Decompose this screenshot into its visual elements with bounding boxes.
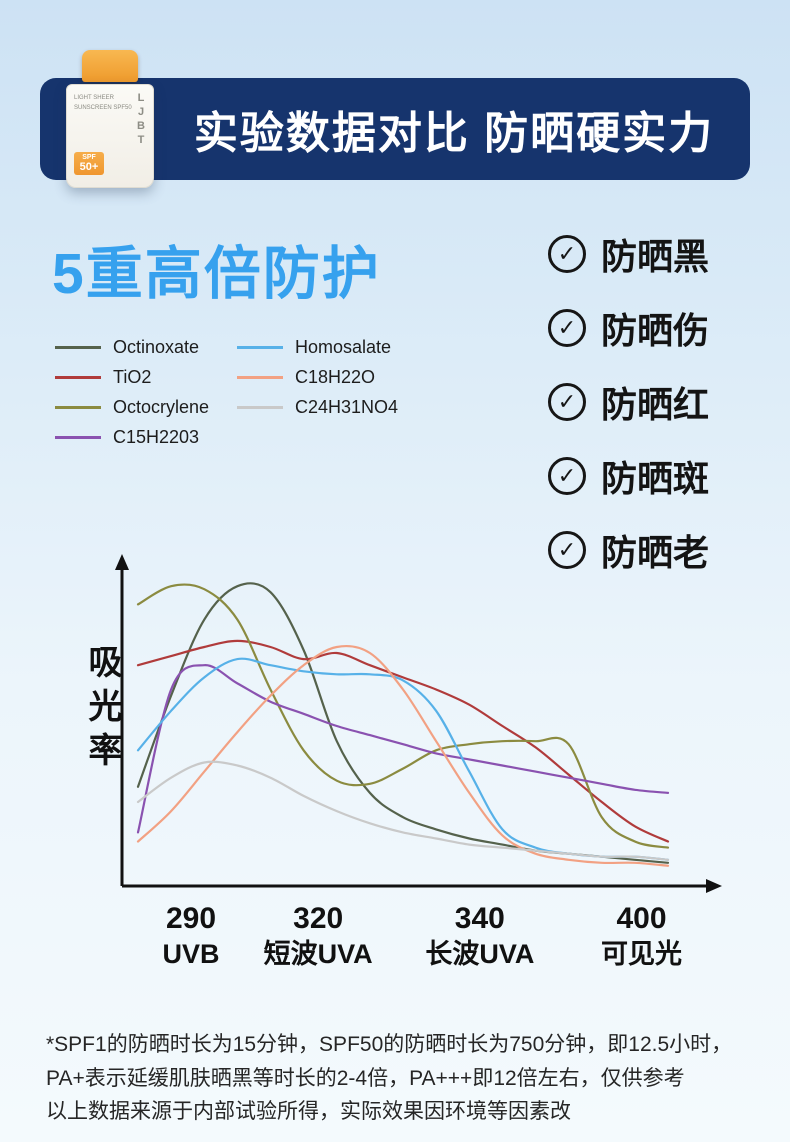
legend-line-swatch <box>237 375 283 379</box>
legend-label: Octocrylene <box>113 396 210 417</box>
benefit-label: 防晒黑 <box>601 236 710 277</box>
bottle-label-line2: SUNSCREEN SPF50 <box>74 104 132 111</box>
legend-label: TiO2 <box>113 366 152 387</box>
bottle-label-line1: LIGHT SHEER <box>74 95 114 101</box>
footnote-line: 以上数据来源于内部试验所得，实际效果因环境等因素改 <box>46 1100 571 1124</box>
headline-banner: 实验数据对比 防晒硬实力 <box>40 78 750 180</box>
bottle-body: LJBT LIGHT SHEER SUNSCREEN SPF50 SPF 50+ <box>66 84 154 188</box>
legend-item: C24H31NO4 <box>237 392 398 422</box>
x-tick-label: 短波UVA <box>263 938 373 969</box>
series-line-TiO2 <box>136 639 670 843</box>
absorbance-chart-svg <box>115 554 722 893</box>
x-tick-value: 290 <box>165 902 217 935</box>
bottle-cap <box>82 50 138 82</box>
legend-line-swatch <box>237 345 283 349</box>
spf-badge-value: 50+ <box>79 160 99 173</box>
footnote-line: *SPF1的防晒时长为15分钟，SPF50的防晒时长为750分钟，即12.5小时… <box>46 1033 733 1056</box>
legend-label: C24H31NO4 <box>295 396 399 417</box>
x-tick-320: 320 短波UVA <box>264 900 373 971</box>
series-line-C18H22O <box>136 644 670 867</box>
legend-item: Octinoxate <box>55 332 209 362</box>
legend-item: Homosalate <box>237 332 398 362</box>
section-title: 5重高倍防护 <box>52 242 381 306</box>
benefit-label: 防晒红 <box>601 384 710 425</box>
benefit-label: 防晒斑 <box>601 458 710 499</box>
check-circle-icon: ✓ <box>548 235 586 273</box>
y-axis-arrow <box>115 554 129 570</box>
benefit-item: ✓ 防晒红 <box>548 376 709 428</box>
bottle-label-text: LIGHT SHEER SUNSCREEN SPF50 <box>74 94 132 113</box>
x-tick-400: 400 可见光 <box>601 900 682 971</box>
series-line-C24H31NO4 <box>136 760 670 861</box>
series-line-C15H2203 <box>136 664 670 834</box>
legend-item: C15H2203 <box>55 422 209 452</box>
legend-line-swatch <box>55 405 101 409</box>
x-tick-label: 长波UVA <box>425 938 535 969</box>
footnote-line: PA+表示延缓肌肤晒黑等时长的2-4倍，PA+++即12倍左右，仅供参考 <box>46 1066 685 1090</box>
y-axis-label: 吸光率 <box>83 644 121 776</box>
legend-item: C18H22O <box>237 362 398 392</box>
spf-badge: SPF 50+ <box>74 151 104 175</box>
x-tick-value: 340 <box>454 902 505 935</box>
check-circle-icon: ✓ <box>548 531 586 569</box>
check-circle-icon: ✓ <box>548 457 586 495</box>
legend-label: C15H2203 <box>113 426 200 447</box>
benefit-checklist: ✓ 防晒黑 ✓ 防晒伤 ✓ 防晒红 ✓ 防晒斑 ✓ 防晒老 <box>548 228 709 576</box>
banner-title: 实验数据对比 防晒硬实力 <box>193 109 715 158</box>
legend-column-1: Octinoxate TiO2 Octocrylene C15H2203 <box>55 332 209 452</box>
legend-label: C18H22O <box>295 366 376 387</box>
x-axis-arrow <box>706 879 722 893</box>
legend-line-swatch <box>55 435 101 439</box>
benefit-label: 防晒老 <box>601 532 710 573</box>
x-axis-ticks: 290 UVB 320 短波UVA 340 长波UVA 400 可见光 <box>108 900 728 980</box>
spf-badge-top: SPF <box>82 153 96 161</box>
series-line-Octocrylene <box>136 583 670 849</box>
absorbance-chart: 吸光率 290 UVB 320 短波UVA 340 长波UVA 400 可见光 <box>83 548 738 980</box>
check-circle-icon: ✓ <box>548 309 586 347</box>
x-tick-value: 400 <box>616 902 667 935</box>
check-circle-icon: ✓ <box>548 383 586 421</box>
x-tick-340: 340 长波UVA <box>425 900 534 971</box>
benefit-item: ✓ 防晒伤 <box>548 302 709 354</box>
product-bottle-image: LJBT LIGHT SHEER SUNSCREEN SPF50 SPF 50+ <box>60 50 160 190</box>
benefit-item: ✓ 防晒斑 <box>548 450 709 502</box>
x-tick-290: 290 UVB <box>162 900 219 971</box>
legend-line-swatch <box>237 405 283 409</box>
legend-item: Octocrylene <box>55 392 209 422</box>
legend-column-2: Homosalate C18H22O C24H31NO4 <box>237 332 398 422</box>
legend-line-swatch <box>55 345 101 349</box>
x-tick-value: 320 <box>293 902 344 935</box>
benefit-item: ✓ 防晒老 <box>548 524 709 576</box>
benefit-label: 防晒伤 <box>601 310 710 351</box>
legend-label: Homosalate <box>295 336 392 357</box>
benefit-item: ✓ 防晒黑 <box>548 228 709 280</box>
x-tick-label: 可见光 <box>601 938 682 969</box>
bottle-brand-text: LJBT <box>135 92 147 148</box>
x-tick-label: UVB <box>162 938 220 969</box>
series-line-Octinoxate <box>136 582 670 864</box>
legend-label: Octinoxate <box>113 336 200 357</box>
legend-line-swatch <box>55 375 101 379</box>
footnote: *SPF1的防晒时长为15分钟，SPF50的防晒时长为750分钟，即12.5小时… <box>46 1028 756 1129</box>
legend-item: TiO2 <box>55 362 209 392</box>
